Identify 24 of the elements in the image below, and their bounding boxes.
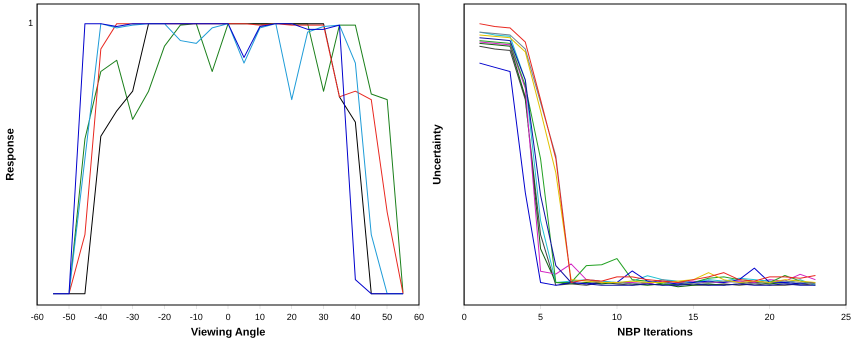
x-tick-label: -40 <box>94 312 108 322</box>
x-tick-label: 15 <box>688 312 698 322</box>
x-tick-label: 60 <box>414 312 424 322</box>
x-tick-label: -60 <box>30 312 44 322</box>
y-axis-title: Response <box>4 128 17 181</box>
y-axis-title: Uncertainty <box>432 123 444 185</box>
x-tick-label: 5 <box>538 312 544 322</box>
x-tick-label: 40 <box>350 312 360 322</box>
x-tick-label: 20 <box>764 312 775 322</box>
x-axis-title: Viewing Angle <box>190 326 266 338</box>
x-tick-label: 0 <box>226 312 231 322</box>
x-tick-label: 50 <box>382 312 392 322</box>
x-axis-title: NBP Iterations <box>617 326 693 338</box>
x-tick-label: 20 <box>286 312 297 322</box>
x-tick-label: 30 <box>318 312 329 322</box>
x-tick-label: 25 <box>840 312 851 322</box>
x-tick-label: -30 <box>126 312 140 322</box>
text: 1 <box>28 18 34 28</box>
x-tick-label: 0 <box>462 312 467 322</box>
x-tick-label: -10 <box>190 312 203 322</box>
x-tick-label: 10 <box>254 312 265 322</box>
x-tick-label: 10 <box>612 312 622 322</box>
x-tick-label: -20 <box>158 312 171 322</box>
x-tick-label: -50 <box>62 312 76 322</box>
